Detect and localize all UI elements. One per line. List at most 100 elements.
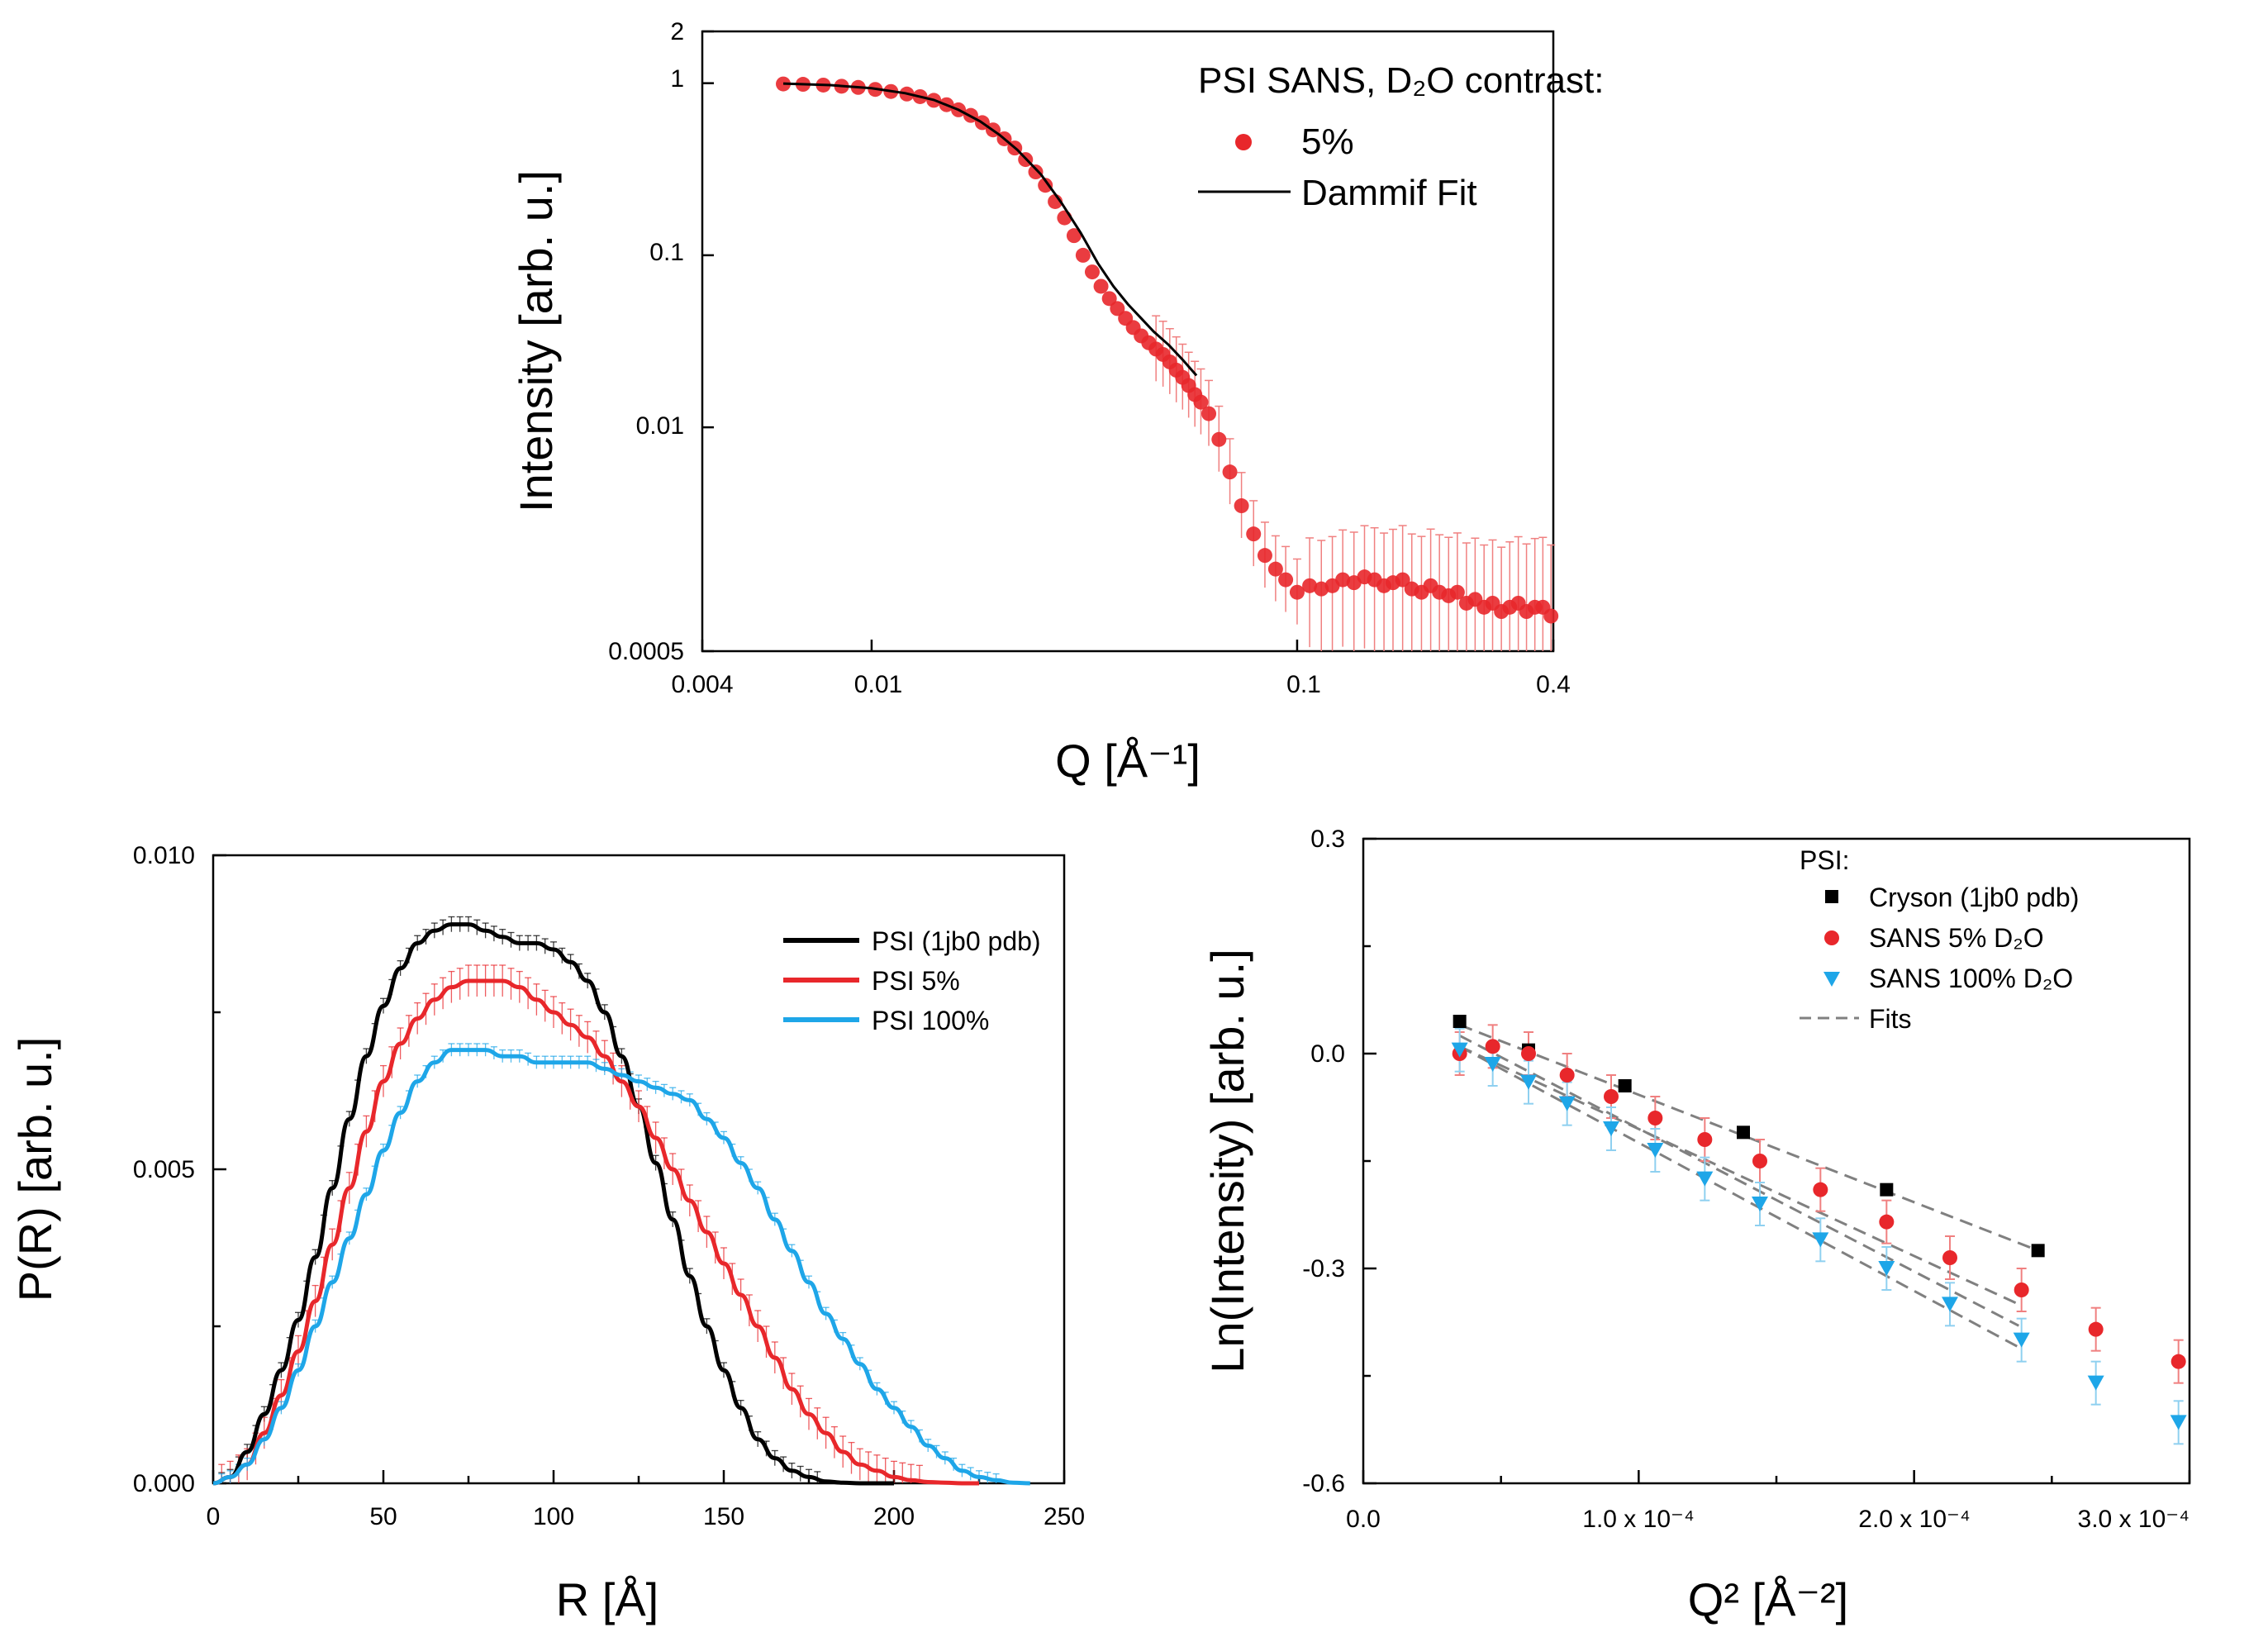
pr-lines [212,922,1030,1486]
sans-legend-label-5pct: 5% [1301,121,1354,162]
guinier-point-100pct [2087,1375,2104,1391]
guinier-point-100pct [1696,1171,1714,1187]
guinier-point-cryson [1453,1015,1467,1028]
pr-line-series-1 [212,978,979,1486]
pr-legend-label-pdb: PSI (1jb0 pdb) [872,926,1041,956]
guinier-point-5pct [1942,1250,1957,1265]
sans-legend-marker-5pct [1235,134,1252,150]
guinier-legend-title: PSI: [1800,845,1849,875]
pr-legend: PSI (1jb0 pdb) PSI 5% PSI 100% [783,926,1041,1035]
sans-ytick-0.0005: 0.0005 [608,638,684,665]
sans-data-point [1211,431,1227,447]
guinier-legend-marker-cryson [1825,890,1838,903]
guinier-xtick-0: 0.0 [1346,1506,1381,1533]
guinier-ylabel: Ln(Intensity) [arb. u.] [1201,949,1253,1373]
sans-data-point [1289,584,1305,600]
sans-data-point [1193,394,1209,410]
guinier-point-100pct [1484,1057,1501,1072]
guinier-legend-label-100pct: SANS 100% D₂O [1869,964,2073,993]
guinier-xlabel: Q² [Å⁻²] [1688,1573,1848,1625]
guinier-point-cryson [1880,1183,1894,1197]
sans-data-point [1201,406,1217,421]
guinier-point-5pct [2171,1354,2186,1369]
pr-error-bars [218,916,1000,1483]
guinier-point-5pct [2088,1321,2104,1337]
sans-plot-frame [701,30,1555,653]
guinier-point-100pct [1812,1232,1829,1248]
pr-xtick-200: 200 [873,1503,915,1530]
guinier-fit-line-1 [1459,1045,2019,1306]
guinier-point-cryson [1737,1125,1750,1140]
sans-legend: PSI SANS, D₂O contrast: 5% Dammif Fit [1198,60,1604,213]
sans-ticks [701,30,1555,653]
sans-data-point [1335,572,1351,588]
guinier-xtick-2e-4: 2.0 x 10⁻⁴ [1858,1506,1970,1533]
pr-xtick-250: 250 [1044,1503,1085,1530]
pr-line-series-2 [212,1048,1030,1486]
pr-xtick-0: 0 [207,1503,221,1530]
sans-data-point [1267,561,1283,577]
guinier-legend-label-5pct: SANS 5% D₂O [1869,923,2044,953]
pr-line-series-0 [212,922,894,1486]
guinier-point-100pct [1603,1121,1619,1136]
sans-xlabel: Q [Å⁻¹] [1055,735,1201,787]
sans-ytick-1: 1 [670,65,684,93]
guinier-point-100pct [2013,1332,2030,1348]
sans-xtick-0.01: 0.01 [854,671,902,698]
guinier-point-5pct [1697,1132,1713,1147]
sans-ytick-2: 2 [670,18,684,45]
guinier-legend-label-fits: Fits [1869,1004,1912,1034]
guinier-point-5pct [1521,1046,1536,1061]
guinier-point-100pct [1647,1143,1664,1158]
sans-data-point [1246,526,1262,542]
sans-points [776,76,1559,624]
guinier-point-100pct [1451,1042,1468,1058]
sans-fit-line [782,82,1198,377]
panel-pr: 0.000 0.005 0.010 0 50 100 150 200 250 R… [9,842,1085,1625]
guinier-point-5pct [1559,1068,1575,1083]
pr-legend-label-5pct: PSI 5% [872,966,960,996]
sans-data-point [1278,572,1294,588]
guinier-point-5pct [1879,1214,1895,1230]
sans-xtick-0.4: 0.4 [1536,671,1571,698]
pr-ytick-0: 0.000 [133,1470,195,1497]
pr-xlabel: R [Å] [556,1573,659,1625]
sans-data-point [1101,291,1117,307]
sans-data-point [1395,572,1410,588]
sans-xtick-0.004: 0.004 [671,671,733,698]
guinier-point-5pct [1813,1182,1828,1197]
panel-guinier: 0.3 0.0 -0.3 -0.6 0.0 1.0 x 10⁻⁴ 2.0 x 1… [1201,826,2191,1625]
sans-ytick-0.01: 0.01 [636,412,684,440]
guinier-legend-marker-100pct [1823,972,1840,987]
pr-legend-label-100pct: PSI 100% [872,1006,989,1035]
guinier-legend: PSI: Cryson (1jb0 pdb) SANS 5% D₂O SANS … [1800,845,2079,1034]
sans-fit-path [782,82,1198,377]
guinier-point-5pct [1604,1089,1619,1104]
guinier-plot-frame [1362,837,2191,1485]
sans-data-point [1543,608,1559,624]
guinier-point-100pct [1558,1096,1576,1111]
guinier-ytick--0.6: -0.6 [1302,1470,1345,1497]
sans-data-point [1302,578,1318,593]
guinier-point-cryson [2031,1244,2045,1258]
guinier-ytick-0.0: 0.0 [1310,1040,1345,1068]
sans-legend-title: PSI SANS, D₂O contrast: [1198,60,1604,101]
sans-data-point [1038,178,1053,193]
guinier-point-5pct [1648,1111,1663,1125]
sans-data-point [1084,264,1100,280]
sans-data-point [1066,228,1082,244]
sans-ytick-0.1: 0.1 [649,239,684,266]
guinier-point-100pct [1520,1074,1537,1090]
sans-data-point [1028,164,1044,180]
sans-data-point [1449,584,1465,600]
guinier-point-cryson [1618,1079,1632,1092]
panel-sans: 2 1 0.1 0.01 0.0005 0.004 0.01 0.1 0.4 Q… [510,18,1604,787]
pr-xtick-50: 50 [369,1503,397,1530]
guinier-point-100pct [1942,1297,1958,1312]
pr-xtick-150: 150 [703,1503,744,1530]
guinier-legend-marker-5pct [1824,930,1839,945]
guinier-point-5pct [1485,1039,1500,1054]
sans-data-point [1257,548,1272,564]
guinier-point-5pct [2014,1282,2029,1297]
